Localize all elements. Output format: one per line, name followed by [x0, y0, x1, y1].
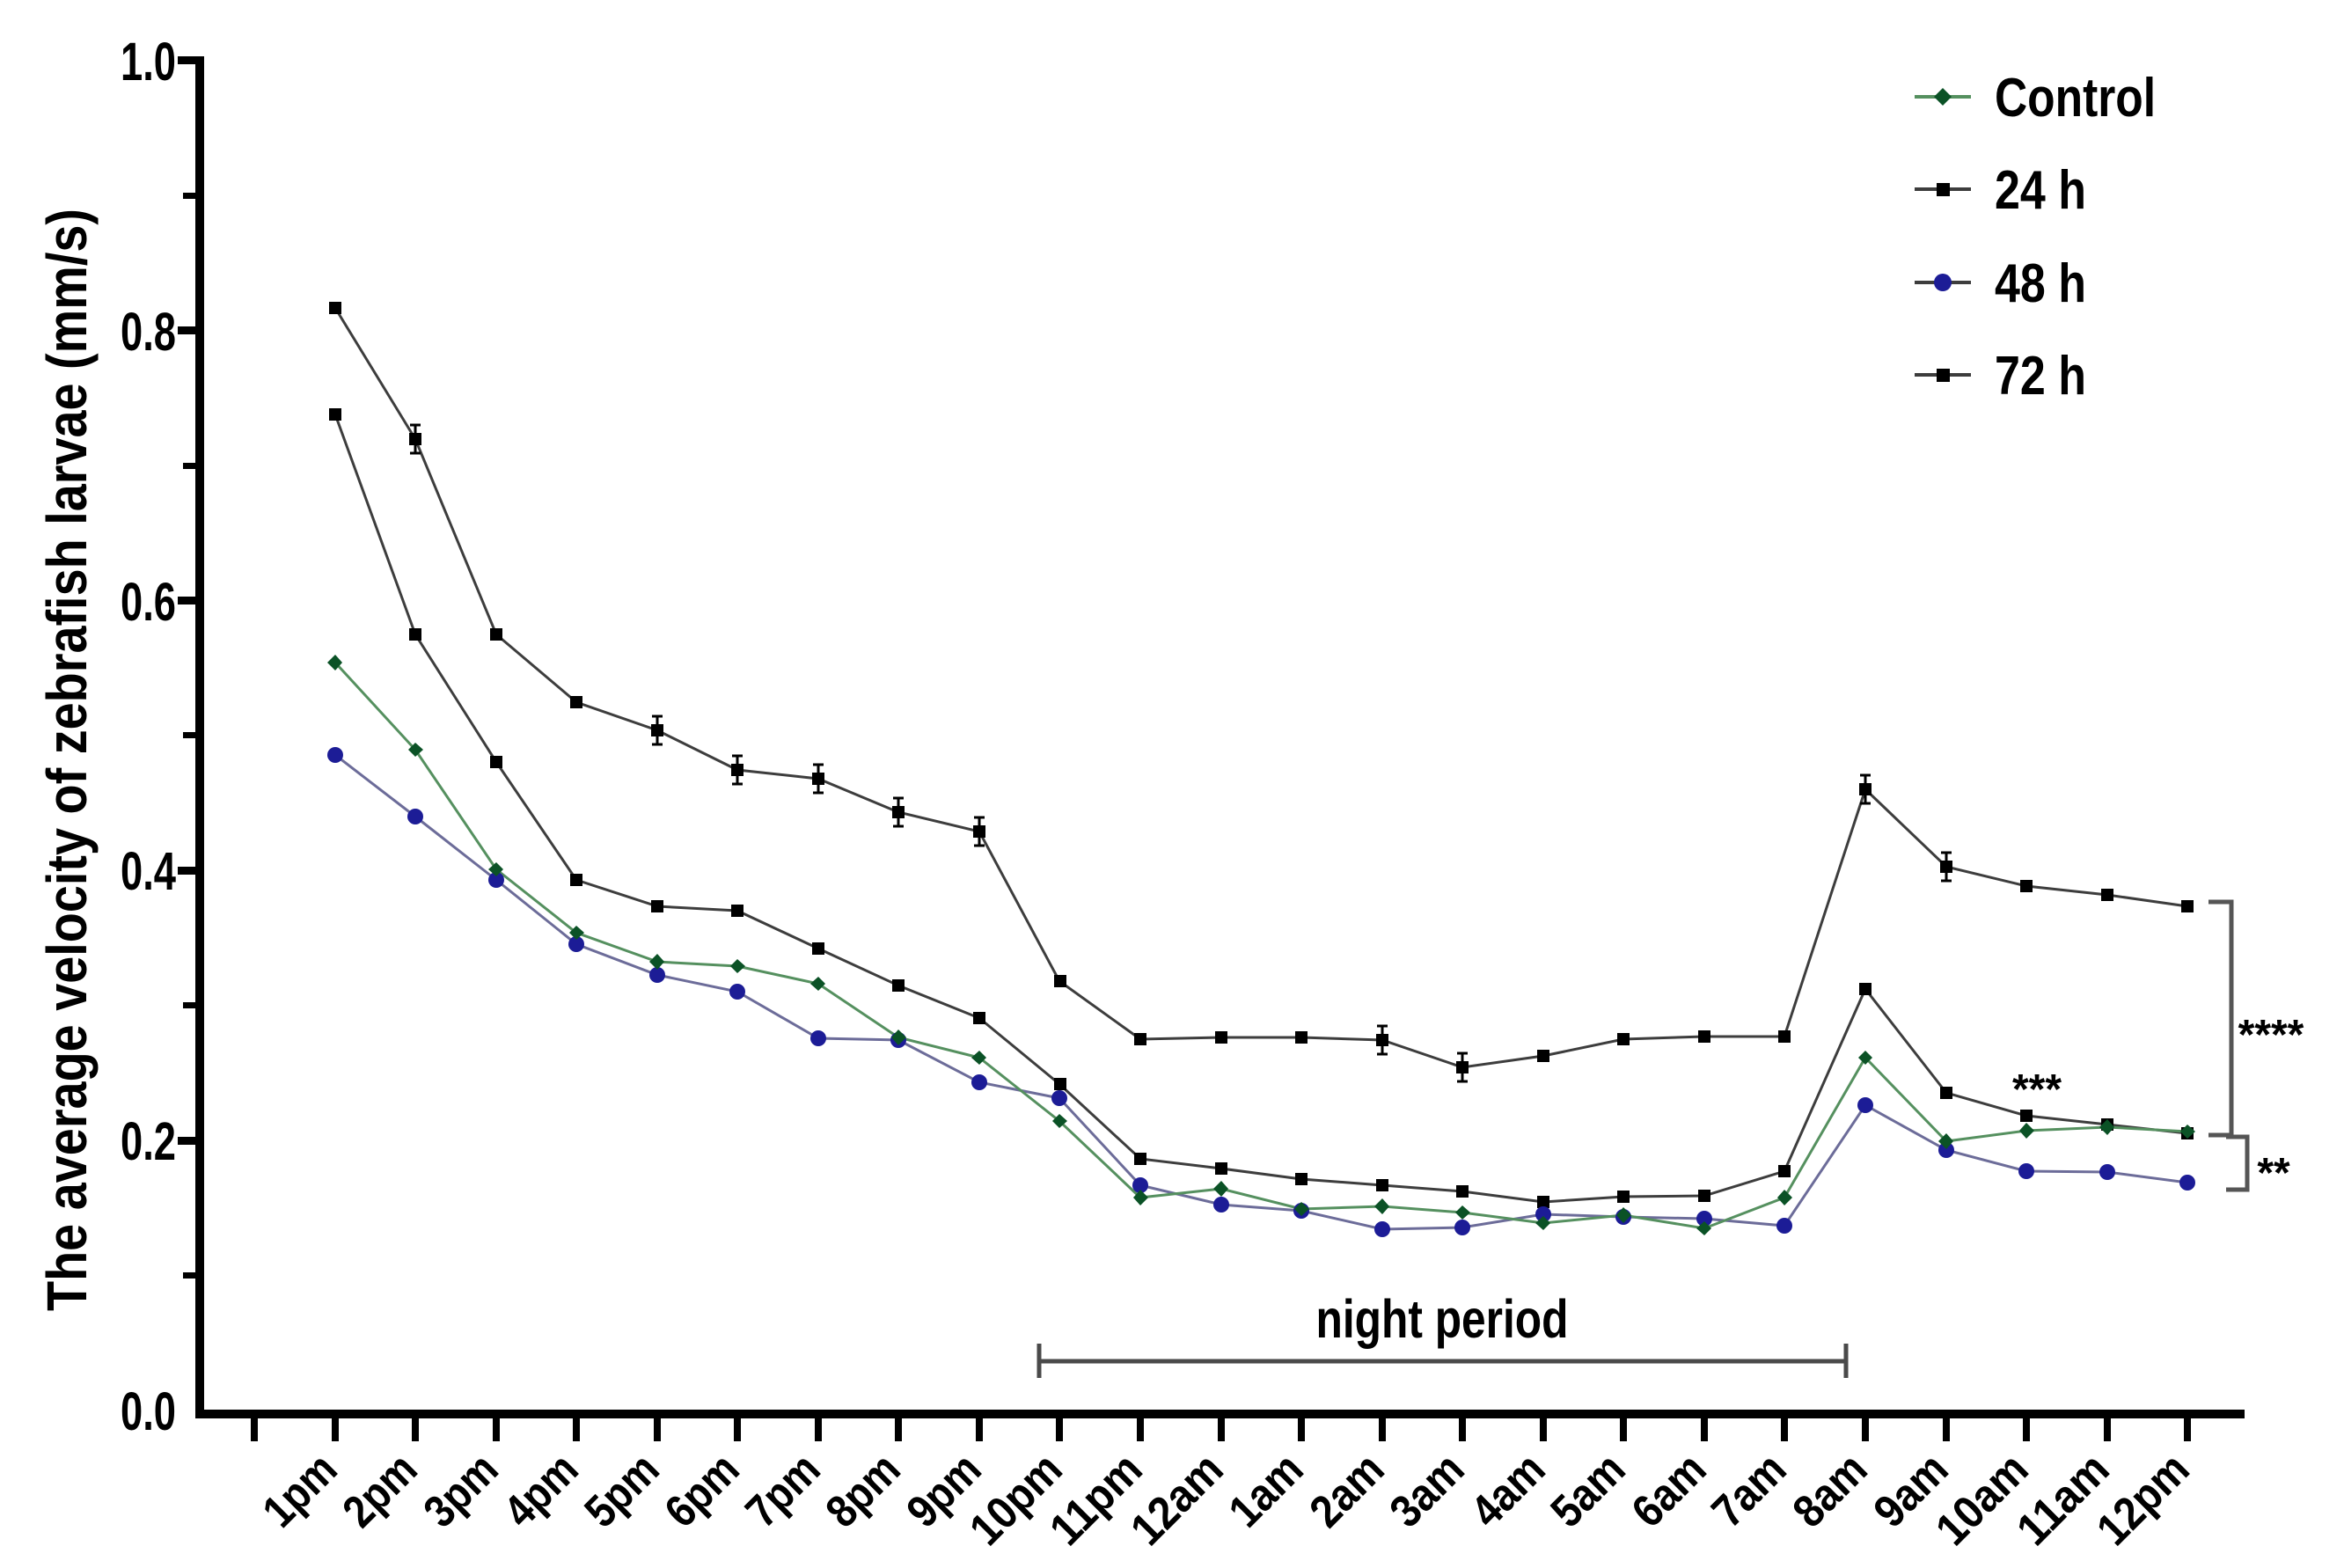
svg-text:0.0: 0.0	[121, 1381, 176, 1441]
svg-text:***: ***	[2012, 1066, 2062, 1113]
svg-text:0.6: 0.6	[121, 572, 176, 632]
svg-text:night period: night period	[1316, 1289, 1569, 1349]
svg-text:1.0: 1.0	[121, 32, 176, 92]
svg-text:The average velocity of zebraf: The average velocity of zebrafish larvae…	[35, 209, 99, 1311]
svg-text:0.8: 0.8	[121, 302, 176, 362]
svg-text:0.4: 0.4	[121, 841, 176, 901]
svg-text:0.2: 0.2	[121, 1111, 176, 1171]
svg-text:24 h: 24 h	[1995, 160, 2086, 221]
svg-text:48 h: 48 h	[1995, 253, 2086, 314]
svg-text:**: **	[2257, 1150, 2290, 1197]
svg-text:****: ****	[2238, 1012, 2304, 1059]
svg-text:Control: Control	[1995, 68, 2156, 128]
svg-text:72 h: 72 h	[1995, 346, 2086, 407]
